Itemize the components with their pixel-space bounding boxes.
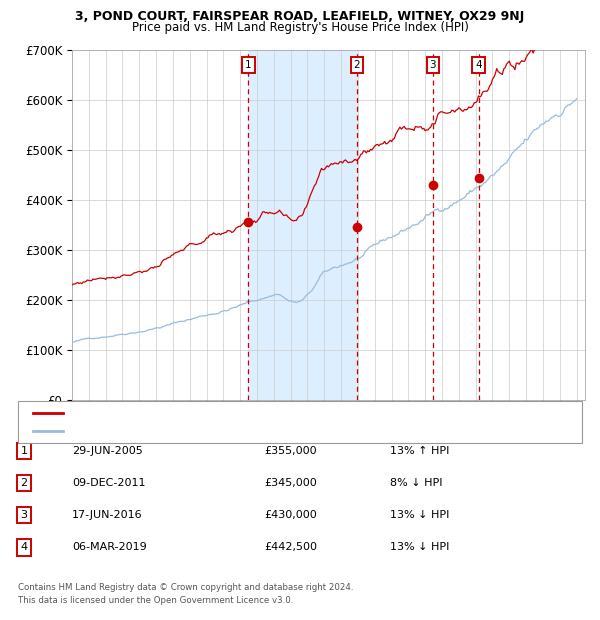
Text: 4: 4 [20, 542, 28, 552]
Text: This data is licensed under the Open Government Licence v3.0.: This data is licensed under the Open Gov… [18, 596, 293, 606]
Text: Price paid vs. HM Land Registry's House Price Index (HPI): Price paid vs. HM Land Registry's House … [131, 21, 469, 34]
Text: 13% ↑ HPI: 13% ↑ HPI [390, 446, 449, 456]
Text: 09-DEC-2011: 09-DEC-2011 [72, 478, 146, 488]
Text: 29-JUN-2005: 29-JUN-2005 [72, 446, 143, 456]
Bar [248, 50, 357, 400]
Text: £345,000: £345,000 [264, 478, 317, 488]
Text: 13% ↓ HPI: 13% ↓ HPI [390, 510, 449, 520]
Text: £355,000: £355,000 [264, 446, 317, 456]
Text: 1: 1 [20, 446, 28, 456]
Text: £430,000: £430,000 [264, 510, 317, 520]
Text: 13% ↓ HPI: 13% ↓ HPI [390, 542, 449, 552]
Text: 06-MAR-2019: 06-MAR-2019 [72, 542, 147, 552]
Text: 8% ↓ HPI: 8% ↓ HPI [390, 478, 443, 488]
Text: £442,500: £442,500 [264, 542, 317, 552]
Text: 17-JUN-2016: 17-JUN-2016 [72, 510, 143, 520]
Text: 1: 1 [245, 60, 252, 70]
Text: 3: 3 [20, 510, 28, 520]
Text: 2: 2 [353, 60, 360, 70]
Text: 3, POND COURT, FAIRSPEAR ROAD, LEAFIELD, WITNEY, OX29 9NJ (detached house): 3, POND COURT, FAIRSPEAR ROAD, LEAFIELD,… [69, 408, 482, 418]
Text: 4: 4 [475, 60, 482, 70]
Text: 3: 3 [430, 60, 436, 70]
Text: HPI: Average price, detached house, West Oxfordshire: HPI: Average price, detached house, West… [69, 427, 339, 436]
Text: 2: 2 [20, 478, 28, 488]
Text: Contains HM Land Registry data © Crown copyright and database right 2024.: Contains HM Land Registry data © Crown c… [18, 583, 353, 592]
Text: 3, POND COURT, FAIRSPEAR ROAD, LEAFIELD, WITNEY, OX29 9NJ: 3, POND COURT, FAIRSPEAR ROAD, LEAFIELD,… [76, 10, 524, 23]
